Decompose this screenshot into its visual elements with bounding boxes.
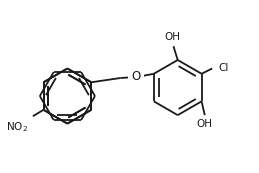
Text: OH: OH [197, 119, 213, 129]
Text: NO$_2$: NO$_2$ [6, 120, 28, 134]
Text: OH: OH [164, 32, 181, 42]
Text: Cl: Cl [219, 63, 229, 74]
Text: O: O [131, 70, 141, 83]
